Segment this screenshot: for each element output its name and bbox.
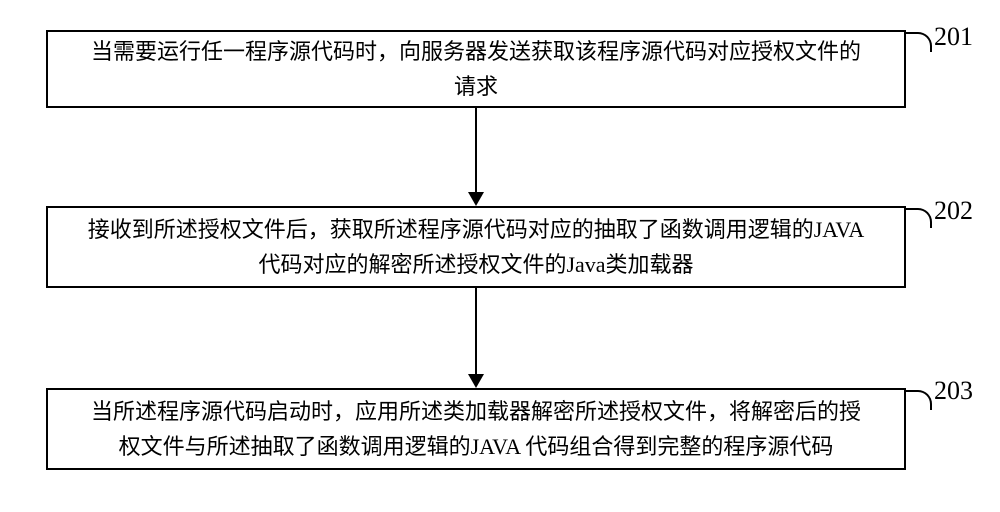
step-text-203: 当所述程序源代码启动时，应用所述类加载器解密所述授权文件，将解密后的授权文件与所… — [91, 394, 861, 464]
arrow-line-2 — [475, 288, 477, 374]
step-text-201: 当需要运行任一程序源代码时，向服务器发送获取该程序源代码对应授权文件的请求 — [91, 34, 861, 104]
step-box-201: 当需要运行任一程序源代码时，向服务器发送获取该程序源代码对应授权文件的请求 — [46, 30, 906, 108]
arrow-head-1 — [468, 192, 484, 206]
step-bracket-202 — [906, 208, 932, 228]
flowchart-canvas: 当需要运行任一程序源代码时，向服务器发送获取该程序源代码对应授权文件的请求 201… — [0, 0, 1000, 512]
step-label-203: 203 — [934, 376, 973, 406]
step-label-201: 201 — [934, 22, 973, 52]
step-label-202: 202 — [934, 196, 973, 226]
arrow-line-1 — [475, 108, 477, 192]
step-bracket-203 — [906, 390, 932, 410]
step-text-202: 接收到所述授权文件后，获取所述程序源代码对应的抽取了函数调用逻辑的JAVA代码对… — [88, 212, 865, 282]
step-bracket-201 — [906, 32, 932, 52]
step-box-202: 接收到所述授权文件后，获取所述程序源代码对应的抽取了函数调用逻辑的JAVA代码对… — [46, 206, 906, 288]
step-box-203: 当所述程序源代码启动时，应用所述类加载器解密所述授权文件，将解密后的授权文件与所… — [46, 388, 906, 470]
arrow-head-2 — [468, 374, 484, 388]
